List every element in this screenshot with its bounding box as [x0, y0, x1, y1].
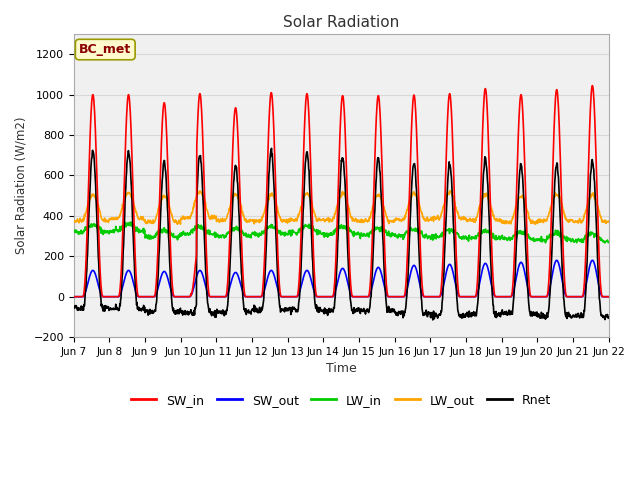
SW_out — [189, 288, 196, 294]
Line: Rnet: Rnet — [74, 148, 609, 320]
Title: Solar Radiation: Solar Radiation — [283, 15, 399, 30]
Rnet — [495, 312, 502, 317]
Line: LW_out: LW_out — [74, 191, 609, 224]
SW_in — [605, 294, 612, 300]
SW_in — [189, 286, 196, 291]
LW_in — [494, 236, 502, 242]
SW_in — [249, 294, 257, 300]
Line: LW_in: LW_in — [74, 222, 609, 243]
LW_in — [176, 230, 184, 236]
SW_in — [588, 83, 596, 88]
LW_out — [189, 208, 196, 214]
Text: BC_met: BC_met — [79, 43, 131, 56]
LW_in — [541, 240, 549, 246]
SW_in — [541, 294, 549, 300]
LW_in — [424, 233, 432, 239]
SW_out — [424, 294, 432, 300]
Legend: SW_in, SW_out, LW_in, LW_out, Rnet: SW_in, SW_out, LW_in, LW_out, Rnet — [126, 389, 556, 412]
LW_in — [127, 219, 134, 225]
LW_out — [531, 221, 539, 227]
Rnet — [268, 145, 275, 151]
SW_in — [70, 294, 77, 300]
LW_in — [70, 228, 77, 234]
SW_out — [541, 294, 549, 300]
LW_out — [542, 217, 550, 223]
Line: SW_in: SW_in — [74, 85, 609, 297]
Rnet — [429, 317, 436, 323]
SW_out — [249, 294, 257, 300]
Rnet — [249, 307, 257, 312]
LW_out — [424, 216, 432, 222]
SW_out — [494, 294, 502, 300]
LW_out — [70, 218, 77, 224]
Rnet — [189, 312, 196, 318]
SW_out — [176, 294, 184, 300]
LW_out — [176, 219, 184, 225]
LW_out — [249, 217, 257, 223]
SW_in — [424, 294, 432, 300]
Line: SW_out: SW_out — [74, 260, 609, 297]
SW_out — [70, 294, 77, 300]
Rnet — [605, 315, 612, 321]
LW_in — [605, 240, 612, 245]
SW_out — [553, 257, 561, 263]
Rnet — [70, 305, 77, 311]
Rnet — [424, 309, 432, 314]
LW_out — [605, 218, 612, 224]
Rnet — [542, 314, 550, 320]
LW_in — [249, 231, 257, 237]
LW_in — [189, 226, 197, 231]
LW_out — [446, 188, 454, 193]
SW_in — [494, 294, 502, 300]
Rnet — [176, 308, 184, 314]
LW_out — [494, 218, 502, 224]
Y-axis label: Solar Radiation (W/m2): Solar Radiation (W/m2) — [15, 117, 28, 254]
X-axis label: Time: Time — [326, 362, 356, 375]
LW_in — [601, 240, 609, 246]
SW_out — [605, 294, 612, 300]
SW_in — [176, 294, 184, 300]
